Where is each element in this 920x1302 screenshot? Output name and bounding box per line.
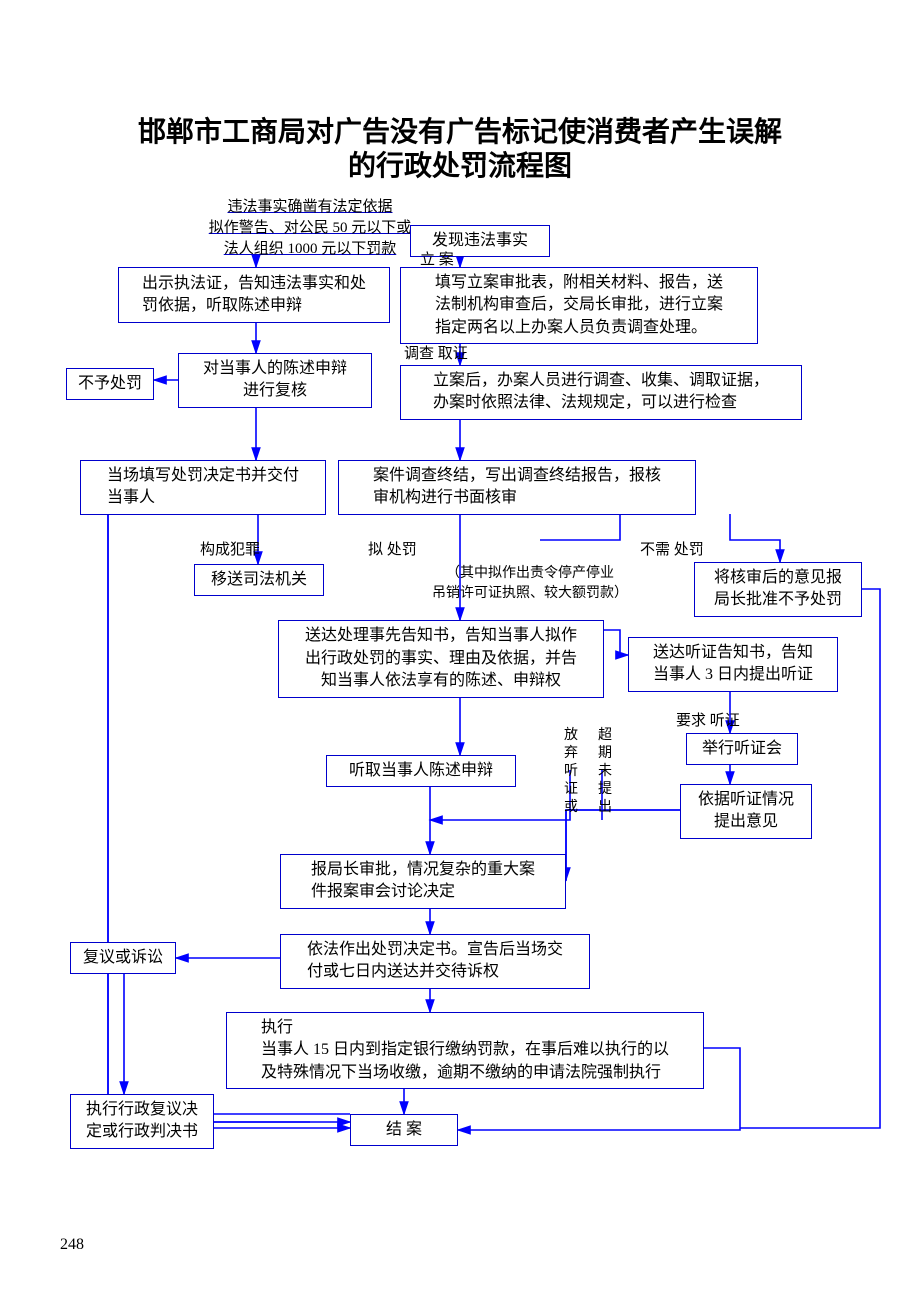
node-hearing-notice: 送达听证告知书，告知 当事人 3 日内提出听证 <box>628 637 838 692</box>
label-fangqi-2: 弃 <box>564 744 578 764</box>
label-chaoqi-2: 期 <box>598 744 612 764</box>
node-case-end-report: 案件调查终结，写出调查终结报告，报核 审机构进行书面核审 <box>338 460 696 515</box>
node-exec-reconsider: 执行行政复议决 定或行政判决书 <box>70 1094 214 1149</box>
label-chaoqi-4: 提 <box>598 780 612 800</box>
node-decision-doc: 依法作出处罚决定书。宣告后当场交 付或七日内送达并交待诉权 <box>280 934 590 989</box>
node-no-need-punish-report: 将核审后的意见报 局长批准不予处罚 <box>694 562 862 617</box>
page-number: 248 <box>60 1236 84 1254</box>
label-fangqi-4: 证 <box>564 780 578 800</box>
node-close-case: 结 案 <box>350 1114 458 1146</box>
label-yaoqiu-hearing: 要求 听证 <box>676 711 796 732</box>
node-report-director: 报局长审批，情况复杂的重大案 件报案审会讨论决定 <box>280 854 566 909</box>
node-transfer: 移送司法机关 <box>194 564 324 596</box>
label-fangqi-5: 或 <box>564 798 578 818</box>
label-diaocha: 调查 取证 <box>404 344 514 365</box>
node-review-defense: 对当事人的陈述申辩 进行复核 <box>178 353 372 408</box>
node-file-case: 填写立案审批表，附相关材料、报告，送 法制机构审查后，交局长审批，进行立案 指定… <box>400 267 758 344</box>
label-paren-note: （其中拟作出责令停产停业 吊销许可证执照、较大额罚款） <box>400 564 660 603</box>
label-chaoqi-3: 未 <box>598 762 612 782</box>
label-chaoqi-1: 超 <box>598 726 612 746</box>
node-reconsider: 复议或诉讼 <box>70 942 176 974</box>
label-crime: 构成犯罪 <box>200 540 290 561</box>
label-fangqi-1: 放 <box>564 726 578 746</box>
node-hold-hearing: 举行听证会 <box>686 733 798 765</box>
node-hearing-opinion: 依据听证情况 提出意见 <box>680 784 812 839</box>
node-show-badge: 出示执法证，告知违法事实和处 罚依据，听取陈述申辩 <box>118 267 390 323</box>
note-top-left: 违法事实确凿有法定依据 拟作警告、对公民 50 元以下或 法人组织 1000 元… <box>180 197 440 260</box>
label-fangqi-3: 听 <box>564 762 578 782</box>
label-ni-punish: 拟 处罚 <box>368 540 478 561</box>
node-no-punish: 不予处罚 <box>66 368 154 400</box>
node-execute: 执行 当事人 15 日内到指定银行缴纳罚款，在事后难以执行的以 及特殊情况下当场… <box>226 1012 704 1089</box>
page-title-line2: 的行政处罚流程图 <box>0 144 920 184</box>
label-chaoqi-5: 出 <box>598 798 612 818</box>
node-on-spot-decision: 当场填写处罚决定书并交付 当事人 <box>80 460 326 515</box>
flowchart-page: { "title": { "line1": "邯郸市工商局对广告没有广告标记使消… <box>0 0 920 1302</box>
node-serve-prior-notice: 送达处理事先告知书，告知当事人拟作 出行政处罚的事实、理由及依据，并告 知当事人… <box>278 620 604 698</box>
label-li-an: 立 案 <box>420 250 500 271</box>
label-bu-xu: 不需 处罚 <box>640 540 770 561</box>
node-hear-defense: 听取当事人陈述申辩 <box>326 755 516 787</box>
node-investigate: 立案后，办案人员进行调查、收集、调取证据， 办案时依照法律、法规规定，可以进行检… <box>400 365 802 420</box>
